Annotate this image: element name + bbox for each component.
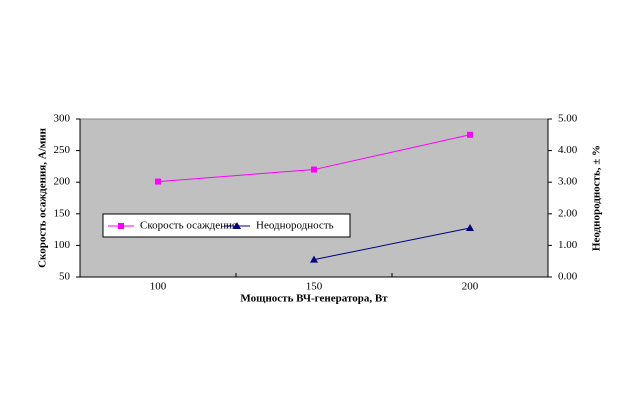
plot-area [79, 118, 549, 278]
legend-marker [118, 223, 124, 229]
y2-tick-label: 3.00 [558, 176, 578, 188]
y-axis-title: Скорость осаждения, А/мин [37, 127, 49, 268]
x-axis-title: Мощность ВЧ-генератора, Вт [240, 293, 388, 305]
data-point [466, 224, 474, 232]
y2-axis-title: Неоднородность, ± % [591, 145, 603, 251]
x-tick-label: 200 [462, 281, 479, 293]
y2-tick-label: 4.00 [558, 144, 578, 156]
y-tick-label: 250 [54, 144, 71, 156]
y2-tick-label: 5.00 [558, 113, 578, 125]
data-point [155, 178, 161, 185]
legend-marker [233, 222, 241, 229]
data-point [467, 131, 473, 138]
x-tick-label: 100 [150, 281, 167, 293]
y-tick-label: 100 [54, 239, 71, 251]
y-tick-label: 150 [54, 207, 71, 219]
y-tick-label: 300 [54, 113, 71, 125]
data-point [311, 166, 317, 173]
series-line [313, 227, 471, 261]
y2-tick-label: 1.00 [558, 239, 578, 251]
y-tick-label: 200 [54, 176, 71, 188]
legend-label: Скорость осаждения [140, 220, 237, 232]
y-tick-label: 50 [59, 271, 71, 283]
y2-tick-label: 2.00 [558, 207, 578, 219]
data-point [310, 255, 318, 263]
y2-tick-label: 0.00 [558, 271, 578, 283]
legend-label: Неоднородность [256, 220, 334, 232]
x-tick-label: 150 [306, 281, 323, 293]
